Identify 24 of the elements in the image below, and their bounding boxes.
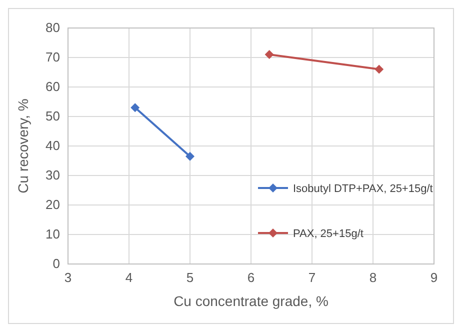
y-tick-label: 30 (46, 168, 60, 182)
x-tick-label: 7 (308, 270, 316, 285)
x-tick-label: 8 (369, 270, 377, 285)
y-tick-label: 50 (46, 108, 60, 124)
y-tick-label: 70 (46, 50, 60, 64)
point (264, 50, 274, 60)
y-tick-label: 10 (46, 226, 60, 242)
legend-label: PAX, 25+15g/t (293, 228, 364, 240)
x-tick-label: 5 (186, 270, 194, 285)
x-tick-label: 3 (64, 270, 72, 285)
x-tick-label: 9 (430, 270, 438, 285)
y-tick-label: 40 (46, 138, 60, 153)
x-tick-label: 4 (125, 270, 133, 285)
point (130, 103, 140, 112)
x-tick-label: 6 (247, 270, 255, 285)
y-tick-label: 80 (46, 20, 60, 35)
y-tick-label: 20 (46, 197, 60, 212)
y-tick-label: 0 (52, 256, 60, 271)
x-axis-title: Cu concentrate grade, % (174, 293, 328, 309)
y-axis-title: Cu recovery, % (15, 98, 31, 194)
y-tick-label: 60 (46, 79, 60, 94)
point (374, 64, 384, 74)
legend-label: Isobutyl DTP+PAX, 25+15g/t (293, 183, 433, 195)
point (186, 152, 194, 161)
